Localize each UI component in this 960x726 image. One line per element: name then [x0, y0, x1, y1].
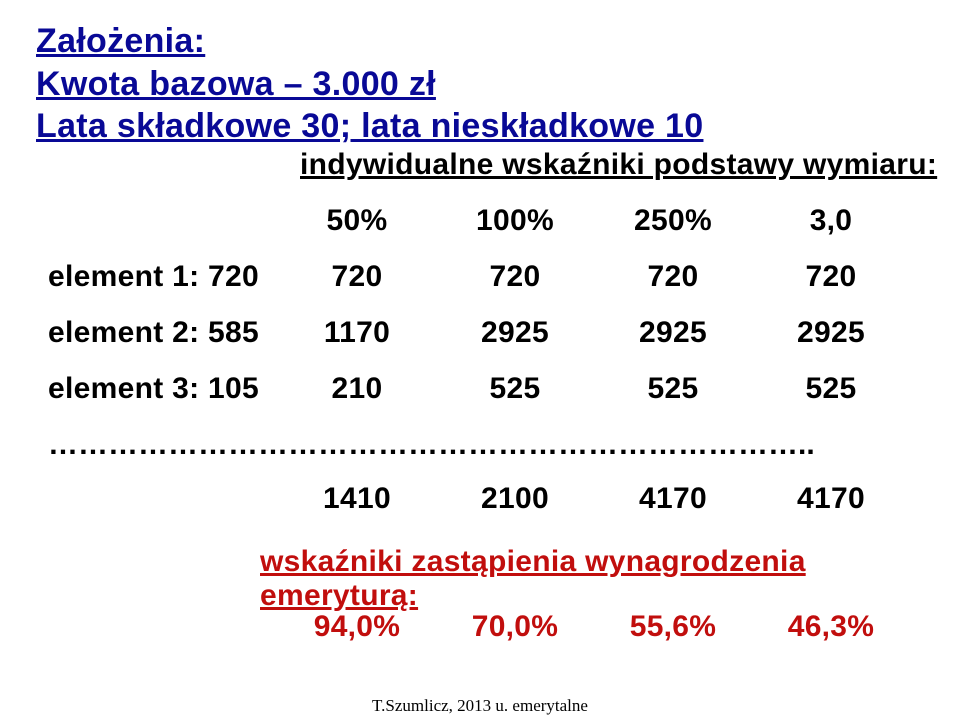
- replace-3: 55,6%: [594, 610, 752, 644]
- total-1: 1410: [278, 482, 436, 516]
- assumptions-line-1: Założenia:: [36, 20, 703, 63]
- dots-row: …………………………………………………………………..: [48, 428, 912, 482]
- cell-e1-4: 720: [752, 260, 910, 294]
- assumptions-block: Założenia: Kwota bazowa – 3.000 zł Lata …: [36, 20, 703, 148]
- replacement-row: 94,0% 70,0% 55,6% 46,3%: [48, 610, 912, 644]
- assumptions-line-2: Kwota bazowa – 3.000 zł: [36, 63, 703, 106]
- col-header-1: 50%: [278, 204, 436, 238]
- replacement-label: wskaźniki zastąpienia wynagrodzenia emer…: [260, 545, 960, 613]
- cell-e2-4v: 2925: [752, 316, 910, 350]
- column-header-row: 50% 100% 250% 3,0: [48, 204, 912, 260]
- table-row-e2-col4: 2925: [48, 316, 912, 372]
- data-table: 50% 100% 250% 3,0 element 1: 720 720 720…: [48, 204, 912, 538]
- footer-text: T.Szumlicz, 2013 u. emerytalne: [0, 696, 960, 716]
- col-header-4: 3,0: [752, 204, 910, 238]
- row-label-1-text: element 1:: [48, 260, 199, 293]
- cell-e1-2: 720: [436, 260, 594, 294]
- totals-row: 1410 2100 4170 4170: [48, 482, 912, 538]
- replace-spacer: [48, 610, 278, 644]
- total-3: 4170: [594, 482, 752, 516]
- row-label-1-val: 720: [208, 260, 259, 293]
- col-header-2: 100%: [436, 204, 594, 238]
- col-header-3: 250%: [594, 204, 752, 238]
- cell-e1-1: 720: [278, 260, 436, 294]
- cell-e1-3: 720: [594, 260, 752, 294]
- total-2: 2100: [436, 482, 594, 516]
- subheader: indywidualne wskaźniki podstawy wymiaru:: [300, 148, 937, 182]
- slide: Założenia: Kwota bazowa – 3.000 zł Lata …: [0, 0, 960, 726]
- table-row: element 1: 720 720 720 720 720: [48, 260, 912, 316]
- replace-2: 70,0%: [436, 610, 594, 644]
- replace-4: 46,3%: [752, 610, 910, 644]
- cell-e3-4v: 525: [752, 372, 910, 406]
- assumptions-line-3: Lata składkowe 30; lata nieskładkowe 10: [36, 105, 703, 148]
- row-label-1: element 1: 720: [48, 260, 278, 294]
- total-4: 4170: [752, 482, 910, 516]
- replace-1: 94,0%: [278, 610, 436, 644]
- table-row-e3-col4: 525: [48, 372, 912, 428]
